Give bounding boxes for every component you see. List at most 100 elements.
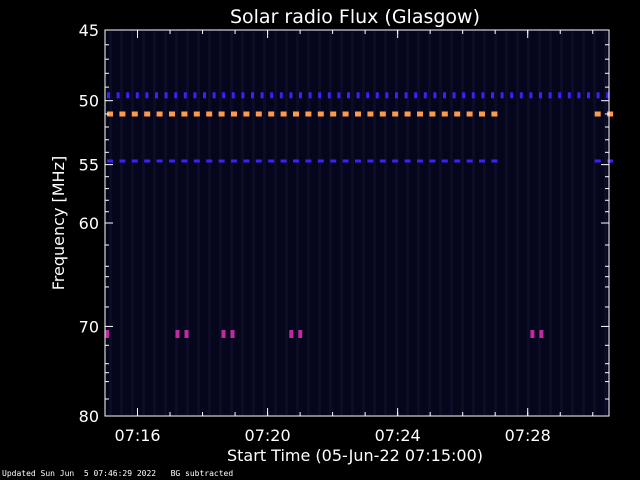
band-segment bbox=[193, 92, 197, 99]
band-segment bbox=[491, 159, 498, 163]
x-axis: 07:16 07:20 07:24 07:28 bbox=[114, 30, 594, 445]
background-stripe bbox=[527, 31, 530, 415]
band-segment bbox=[479, 159, 485, 163]
band-segment bbox=[347, 92, 350, 99]
band-segment bbox=[318, 92, 322, 99]
y-tick-label: 50 bbox=[79, 92, 99, 111]
band-segment bbox=[107, 159, 113, 163]
x-tick-label: 07:16 bbox=[114, 426, 160, 445]
band-segment bbox=[481, 92, 485, 99]
band-segment bbox=[222, 92, 226, 99]
band-segment bbox=[241, 92, 245, 99]
y-tick-label: 60 bbox=[79, 214, 99, 233]
band-segment bbox=[243, 159, 250, 163]
burst-mark bbox=[230, 330, 235, 338]
band-segment bbox=[280, 111, 287, 117]
band-segment bbox=[441, 111, 448, 117]
band-segment bbox=[567, 92, 571, 99]
band-segment bbox=[193, 159, 200, 163]
band-segment bbox=[203, 92, 206, 99]
burst-mark bbox=[539, 330, 544, 338]
band-segment bbox=[606, 92, 610, 99]
burst-mark bbox=[175, 330, 180, 338]
y-tick-label: 70 bbox=[79, 317, 99, 336]
band-segment bbox=[280, 159, 287, 163]
band-segment bbox=[243, 111, 250, 117]
background-stripe bbox=[549, 31, 552, 415]
chart-title: Solar radio Flux (Glasgow) bbox=[230, 6, 480, 28]
background-stripe bbox=[219, 31, 222, 415]
band-segment bbox=[423, 92, 427, 99]
background-stripe bbox=[483, 31, 486, 415]
band-segment bbox=[356, 92, 360, 99]
band-segment bbox=[174, 92, 178, 99]
band-segment bbox=[116, 92, 120, 99]
band-segment bbox=[305, 111, 312, 117]
band-segment bbox=[299, 92, 302, 99]
band-segment bbox=[404, 159, 411, 163]
plot-bursts bbox=[105, 330, 544, 338]
x-axis-label: Start Time (05-Jun-22 07:15:00) bbox=[227, 446, 483, 465]
band-segment bbox=[155, 92, 158, 99]
band-segment bbox=[107, 92, 110, 99]
background-stripe bbox=[384, 31, 387, 415]
band-segment bbox=[293, 159, 299, 163]
background-stripe bbox=[230, 31, 233, 415]
plot-background bbox=[105, 30, 609, 416]
band-segment bbox=[414, 92, 418, 99]
band-segment bbox=[131, 159, 138, 163]
band-segment bbox=[289, 92, 293, 99]
band-segment bbox=[268, 159, 275, 163]
band-segment bbox=[107, 111, 113, 117]
band-segment bbox=[558, 92, 562, 99]
band-segment bbox=[607, 111, 614, 117]
band-segment bbox=[385, 92, 389, 99]
band-segment bbox=[183, 92, 187, 99]
background-stripe bbox=[252, 31, 255, 415]
burst-mark bbox=[289, 330, 294, 338]
band-segment bbox=[270, 92, 274, 99]
band-segment bbox=[193, 111, 200, 117]
y-axis: 45 50 55 60 70 80 bbox=[79, 21, 609, 426]
band-segment bbox=[500, 92, 504, 99]
band-segment bbox=[231, 159, 237, 163]
background-stripe bbox=[274, 31, 277, 415]
band-segment bbox=[317, 111, 324, 117]
burst-mark bbox=[105, 330, 109, 338]
band-segment bbox=[594, 159, 601, 163]
footer-updated: Updated Sun Jun 5 07:46:29 2022 bbox=[2, 469, 157, 478]
band-segment bbox=[379, 159, 386, 163]
background-stripe bbox=[494, 31, 497, 415]
band-segment bbox=[169, 111, 175, 117]
burst-mark bbox=[184, 330, 189, 338]
band-segment bbox=[392, 111, 399, 117]
band-segment bbox=[317, 159, 324, 163]
y-tick-label: 55 bbox=[79, 156, 99, 175]
band-segment bbox=[156, 111, 163, 117]
band-segment bbox=[443, 92, 446, 99]
background-stripe bbox=[285, 31, 288, 415]
background-stripe bbox=[175, 31, 178, 415]
band-segment bbox=[510, 92, 514, 99]
band-segment bbox=[355, 111, 361, 117]
band-segment bbox=[529, 92, 533, 99]
band-segment bbox=[337, 92, 341, 99]
band-segment bbox=[279, 92, 283, 99]
background-stripe bbox=[516, 31, 519, 415]
band-segment bbox=[379, 111, 386, 117]
background-stripe bbox=[417, 31, 420, 415]
band-segment bbox=[135, 92, 139, 99]
burst-mark bbox=[221, 330, 226, 338]
band-segment bbox=[231, 92, 235, 99]
x-tick-label: 07:24 bbox=[375, 426, 421, 445]
band-segment bbox=[366, 92, 370, 99]
band-segment bbox=[441, 159, 448, 163]
band-segment bbox=[607, 159, 614, 163]
background-stripe bbox=[428, 31, 431, 415]
background-stripe bbox=[395, 31, 398, 415]
background-stripe bbox=[164, 31, 167, 415]
band-segment bbox=[305, 159, 312, 163]
background-stripe bbox=[197, 31, 200, 415]
background-stripe bbox=[351, 31, 354, 415]
band-segment bbox=[367, 159, 374, 163]
